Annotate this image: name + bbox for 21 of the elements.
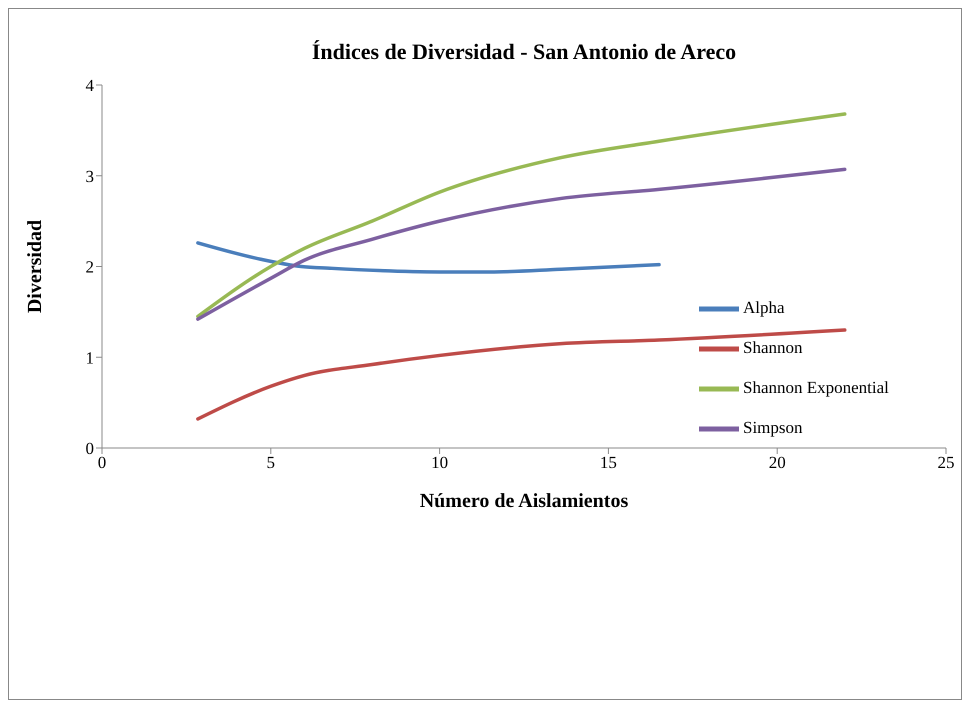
x-axis-title: Número de Aislamientos [420,490,628,512]
line-series [196,168,846,321]
x-tick-label: 15 [600,453,617,472]
legend-label: Simpson [743,418,803,437]
y-tick-label: 2 [86,258,94,277]
legend-label: Shannon [743,338,802,357]
y-tick-label: 0 [86,439,94,458]
y-tick-label: 3 [86,166,94,186]
legend-label: Shannon Exponential [743,378,889,397]
x-tick-label: 25 [938,453,954,472]
x-tick-label: 5 [266,453,276,472]
x-tick-label: 10 [431,453,448,472]
legend-label: Alpha [743,298,785,317]
y-axis-title: Diversidad [24,220,46,314]
line-series [196,112,846,318]
y-tick-label: 1 [86,348,94,368]
x-tick-label: 20 [768,453,786,472]
y-tick-label: 4 [86,76,94,96]
line-series [196,241,661,274]
x-tick-label: 0 [98,453,106,472]
chart-title: Índices de Diversidad - San Antonio de Areco [310,39,738,65]
